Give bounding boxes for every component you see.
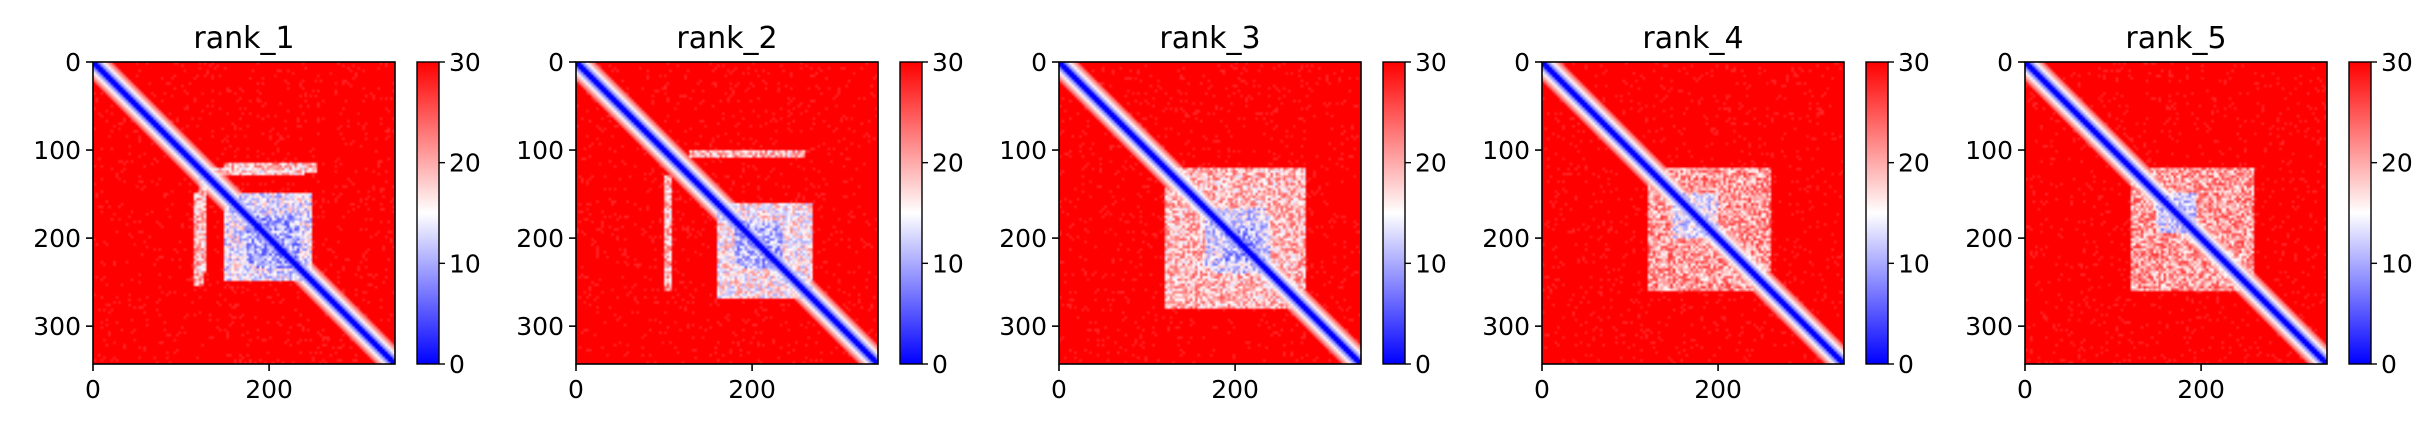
colorbar-tick-label: 30 xyxy=(1898,48,1930,77)
plot-frame xyxy=(575,61,879,365)
y-tick-label: 300 xyxy=(33,312,81,341)
y-tick-label: 300 xyxy=(999,312,1047,341)
y-tick-label: 100 xyxy=(999,136,1047,165)
y-tick-label: 0 xyxy=(1031,48,1047,77)
heatmap-image xyxy=(1059,62,1361,364)
colorbar-tick-label: 0 xyxy=(2381,350,2397,379)
heatmap-panel-2: rank_2 0 200 0 100 200 300 0 10 20 30 xyxy=(516,21,964,404)
heatmap-panel-3: rank_3 0 200 0 100 200 300 0 10 20 30 xyxy=(999,21,1447,404)
colorbar xyxy=(1866,62,1888,364)
colorbar xyxy=(900,62,922,364)
colorbar-tick-label: 0 xyxy=(1898,350,1914,379)
colorbar-tick-label: 10 xyxy=(2381,249,2413,278)
colorbar-tick-label: 0 xyxy=(1415,350,1431,379)
heatmap-panel-4: rank_4 0 200 0 100 200 300 0 10 20 30 xyxy=(1482,21,1930,404)
colorbar-frame xyxy=(2348,61,2372,365)
colorbar-tick-label: 10 xyxy=(1415,249,1447,278)
y-tick-label: 0 xyxy=(65,48,81,77)
y-tick-label: 200 xyxy=(1965,224,2013,253)
y-tick-label: 200 xyxy=(999,224,1047,253)
y-tick-label: 300 xyxy=(1482,312,1530,341)
y-tick-label: 300 xyxy=(1965,312,2013,341)
chart-title: rank_1 xyxy=(193,21,294,56)
y-tick-label: 0 xyxy=(1514,48,1530,77)
y-tick-label: 100 xyxy=(1482,136,1530,165)
colorbar-frame xyxy=(416,61,440,365)
x-tick-label: 0 xyxy=(2017,375,2033,404)
colorbar-tick-label: 20 xyxy=(449,149,481,178)
heatmap-image xyxy=(2025,62,2327,364)
colorbar xyxy=(2349,62,2371,364)
colorbar-tick-label: 0 xyxy=(932,350,948,379)
x-tick-label: 200 xyxy=(728,375,776,404)
x-tick-label: 0 xyxy=(1051,375,1067,404)
colorbar-tick-label: 30 xyxy=(449,48,481,77)
x-tick-label: 0 xyxy=(568,375,584,404)
plot-frame xyxy=(1541,61,1845,365)
y-tick-label: 100 xyxy=(33,136,81,165)
heatmap-panel-1: rank_1 0 200 0 100 200 300 0 10 20 30 xyxy=(33,21,481,404)
colorbar xyxy=(417,62,439,364)
x-tick-label: 200 xyxy=(2177,375,2225,404)
chart-title: rank_2 xyxy=(676,21,777,56)
x-tick-label: 200 xyxy=(245,375,293,404)
x-tick-label: 0 xyxy=(1534,375,1550,404)
chart-title: rank_3 xyxy=(1159,21,1260,56)
plot-frame xyxy=(2024,61,2328,365)
plot-frame xyxy=(92,61,396,365)
colorbar-tick-label: 10 xyxy=(932,249,964,278)
y-tick-label: 200 xyxy=(33,224,81,253)
colorbar-frame xyxy=(1382,61,1406,365)
colorbar-frame xyxy=(1865,61,1889,365)
chart-title: rank_5 xyxy=(2125,21,2226,56)
y-tick-label: 200 xyxy=(1482,224,1530,253)
chart-title: rank_4 xyxy=(1642,21,1743,56)
heatmap-image xyxy=(93,62,395,364)
colorbar-tick-label: 20 xyxy=(932,149,964,178)
colorbar-tick-label: 10 xyxy=(449,249,481,278)
colorbar-tick-label: 30 xyxy=(1415,48,1447,77)
heatmap-image xyxy=(576,62,878,364)
colorbar-tick-label: 20 xyxy=(2381,149,2413,178)
colorbar-tick-label: 30 xyxy=(932,48,964,77)
colorbar-tick-label: 20 xyxy=(1415,149,1447,178)
colorbar-tick-label: 20 xyxy=(1898,149,1930,178)
colorbar-tick-label: 10 xyxy=(1898,249,1930,278)
colorbar-tick-label: 0 xyxy=(449,350,465,379)
y-tick-label: 300 xyxy=(516,312,564,341)
y-tick-label: 100 xyxy=(516,136,564,165)
colorbar-frame xyxy=(899,61,923,365)
heatmap-image xyxy=(1542,62,1844,364)
x-tick-label: 200 xyxy=(1694,375,1742,404)
x-tick-label: 0 xyxy=(85,375,101,404)
y-tick-label: 200 xyxy=(516,224,564,253)
y-tick-label: 100 xyxy=(1965,136,2013,165)
colorbar xyxy=(1383,62,1405,364)
heatmap-panel-5: rank_5 0 200 0 100 200 300 0 10 20 30 xyxy=(1965,21,2413,404)
plot-frame xyxy=(1058,61,1362,365)
colorbar-tick-label: 30 xyxy=(2381,48,2413,77)
x-tick-label: 200 xyxy=(1211,375,1259,404)
y-tick-label: 0 xyxy=(1997,48,2013,77)
y-tick-label: 0 xyxy=(548,48,564,77)
